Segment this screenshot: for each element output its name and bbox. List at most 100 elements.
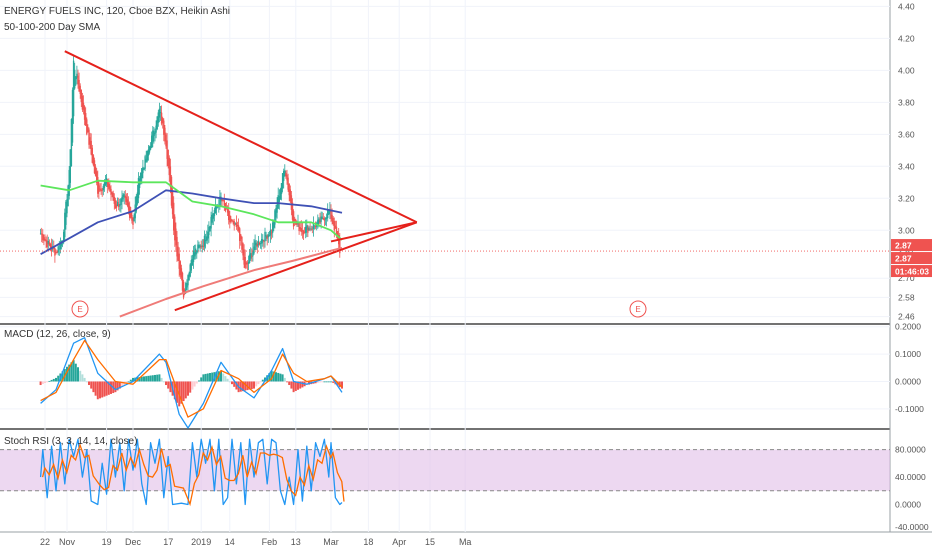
macd-histogram-bar [107, 381, 110, 395]
candle-body [167, 149, 169, 166]
candle-body [201, 245, 203, 247]
candle-body [85, 112, 87, 126]
macd-signal-line [40, 339, 343, 418]
candle-body [200, 245, 202, 248]
macd-histogram-bar [39, 381, 42, 386]
macd-histogram-bar [231, 381, 233, 385]
macd-histogram-bar [195, 381, 198, 384]
candle-body [157, 112, 159, 123]
macd-histogram-bar [235, 381, 238, 390]
macd-histogram-bar [105, 381, 108, 396]
macd-y-tick: 0.1000 [895, 349, 921, 359]
candle-body [318, 218, 320, 223]
macd-histogram-bar [259, 381, 262, 383]
candle-body [209, 225, 211, 232]
candle-body [306, 225, 308, 230]
candle-body [137, 177, 140, 199]
candle-body [80, 89, 82, 102]
candle-body [143, 167, 145, 171]
triangle-inner-trendline[interactable] [330, 221, 418, 243]
x-tick-label: 15 [425, 537, 435, 547]
x-tick-label: 22 [40, 537, 50, 547]
macd-histogram-bar [138, 377, 141, 382]
candle-body [303, 232, 306, 234]
sma-200-line [119, 246, 343, 318]
price-tag [891, 239, 932, 252]
candle-body [163, 120, 165, 135]
macd-histogram-bar [101, 381, 104, 398]
candle-body [93, 160, 96, 174]
earnings-marker[interactable] [71, 300, 89, 318]
triangle-trendline[interactable] [174, 221, 418, 312]
candle-body [221, 198, 223, 202]
x-tick-label: 2019 [191, 537, 211, 547]
macd-histogram-bar [103, 381, 106, 397]
sma-50-line [40, 179, 343, 241]
macd-histogram-bar [200, 377, 203, 382]
candle-body [82, 102, 85, 110]
candle-body [255, 242, 257, 246]
candle-body [122, 194, 124, 200]
candle-body [299, 227, 301, 230]
macd-histogram-bar [228, 381, 231, 383]
price-tag [891, 252, 932, 265]
macd-histogram-bar [253, 381, 255, 389]
candle-body [185, 283, 187, 292]
candle-body [335, 226, 338, 236]
candle-body [241, 236, 243, 250]
candle-body [83, 106, 86, 120]
macd-histogram-bar [193, 381, 196, 387]
candle-body [237, 225, 240, 231]
candle-body [87, 126, 89, 133]
macd-histogram-bar [44, 381, 46, 383]
candle-body [75, 76, 77, 80]
candle-body [193, 252, 196, 257]
candle-body [124, 195, 126, 198]
macd-histogram-bar [165, 381, 167, 386]
macd-histogram-bar [180, 381, 183, 404]
macd-histogram-bar [209, 373, 211, 382]
candle-body [339, 239, 341, 254]
candle-body [251, 255, 253, 257]
macd-histogram-bar [286, 381, 288, 383]
macd-histogram-bar [66, 366, 68, 382]
earnings-marker[interactable] [629, 300, 647, 318]
macd-histogram-bar [110, 381, 112, 394]
price-y-tick: 3.00 [898, 225, 915, 235]
macd-histogram-bar [341, 381, 343, 389]
candle-body [296, 222, 298, 225]
candle-body [213, 209, 216, 217]
candle-body [186, 283, 188, 288]
macd-histogram-bar [314, 381, 317, 384]
macd-histogram-bar [147, 375, 150, 382]
candle-body [134, 204, 136, 219]
candle-body [39, 233, 42, 235]
candle-body [107, 180, 109, 187]
candle-body [305, 226, 307, 233]
candle-body [151, 135, 153, 148]
candle-body [253, 246, 255, 254]
candle-body [147, 149, 150, 156]
candle-body [43, 237, 45, 241]
candle-body [72, 60, 75, 117]
macd-histogram-bar [301, 381, 304, 388]
candle-body [127, 202, 130, 210]
candle-body [250, 253, 252, 259]
candle-body [159, 112, 162, 114]
candle-body [235, 222, 238, 227]
macd-histogram-bar [41, 381, 44, 385]
candle-body [176, 236, 178, 257]
candle-body [78, 79, 80, 92]
macd-histogram-bar [156, 374, 159, 382]
macd-histogram-bar [211, 372, 214, 382]
triangle-trendline[interactable] [64, 50, 418, 224]
candle-body [190, 260, 192, 271]
candle-body [246, 263, 249, 265]
candle-body [155, 125, 157, 133]
candle-body [42, 234, 44, 241]
price-tag-label: 2.87 [895, 241, 912, 251]
candle-body [58, 248, 60, 250]
candle-body [116, 201, 119, 207]
candle-body [153, 132, 155, 137]
